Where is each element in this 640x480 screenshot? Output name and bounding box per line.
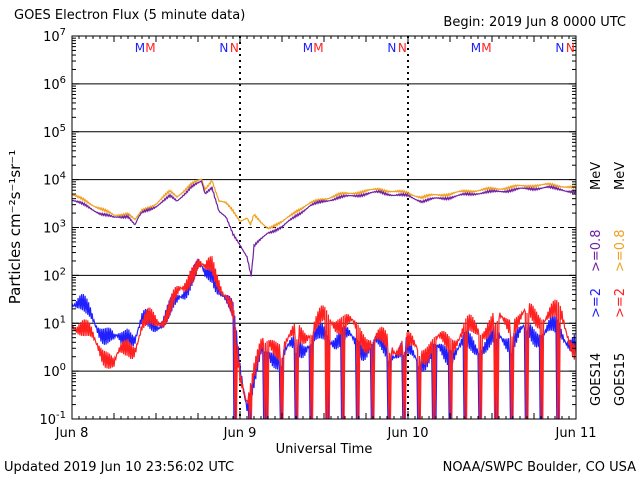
series-layer	[71, 178, 577, 420]
updated-time: Updated 2019 Jun 10 23:56:02 UTC	[4, 460, 235, 475]
midnight-noon-marker: N	[230, 41, 239, 55]
y-tick-label: 100	[43, 362, 66, 380]
legend-hi-goes14: >=0.8	[589, 230, 604, 272]
grid-layer	[72, 36, 576, 419]
chart-title: GOES Electron Flux (5 minute data)	[14, 8, 246, 23]
x-tick-label: Jun 11	[555, 426, 597, 441]
midnight-noon-marker: N	[219, 41, 228, 55]
legend-hi-goes15: >=0.8	[613, 230, 628, 272]
x-tick-label: Jun 9	[223, 426, 257, 441]
legend-unit-goes14: MeV	[589, 162, 604, 190]
series-goes14-2-mev	[71, 258, 577, 420]
legend: GOES14 >=2 >=0.8 MeV GOES15 >=2 >=0.8 MeV	[589, 162, 628, 406]
series-goes15-2-mev	[71, 256, 577, 420]
x-tick-label: Jun 10	[387, 426, 429, 441]
midnight-noon-marker: M	[303, 41, 313, 55]
x-tick-label: Jun 8	[55, 426, 89, 441]
midnight-noon-marker: M	[481, 41, 491, 55]
series-goes14-0-8-mev	[71, 180, 577, 277]
midnight-noon-marker: N	[566, 41, 575, 55]
y-tick-label: 103	[43, 219, 66, 237]
midnight-noon-marker: M	[471, 41, 481, 55]
y-tick-label: 102	[43, 266, 66, 284]
y-tick-label: 101	[43, 314, 66, 332]
midnight-noon-marker: N	[398, 41, 407, 55]
legend-lo-goes14: >=2	[589, 288, 604, 318]
midnight-noon-marker: N	[387, 41, 396, 55]
y-tick-label: 107	[43, 27, 66, 45]
y-tick-label: 104	[43, 171, 66, 189]
y-tick-label: 105	[43, 123, 66, 141]
data-source: NOAA/SWPC Boulder, CO USA	[442, 460, 636, 475]
legend-lo-goes15: >=2	[613, 288, 628, 318]
midnight-noon-marker: N	[555, 41, 564, 55]
y-axis-label: Particles cm⁻²s⁻¹sr⁻¹	[6, 150, 24, 304]
y-tick-label: 106	[43, 75, 66, 93]
legend-unit-goes15: MeV	[613, 162, 628, 190]
legend-sat-goes15: GOES15	[613, 353, 628, 406]
midnight-noon-marker: M	[135, 41, 145, 55]
begin-time: Begin: 2019 Jun 8 0000 UTC	[443, 15, 626, 30]
legend-sat-goes14: GOES14	[589, 353, 604, 406]
x-axis-label: Universal Time	[276, 442, 373, 457]
midnight-noon-marker: M	[313, 41, 323, 55]
midnight-noon-marker: M	[145, 41, 155, 55]
series-goes15-0-8-mev	[71, 178, 577, 230]
